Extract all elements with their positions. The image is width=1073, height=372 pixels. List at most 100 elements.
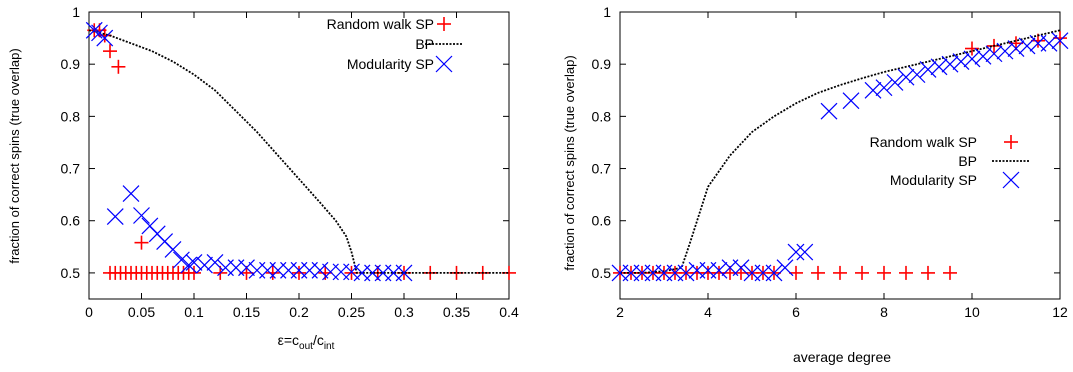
modularity-point — [842, 92, 860, 110]
x-tick-label: 8 — [880, 304, 888, 320]
modularity-point — [919, 60, 937, 78]
legend-label: BP — [415, 36, 434, 52]
legend-label: Random walk SP — [327, 16, 434, 32]
x-tick-label: 0.4 — [499, 304, 519, 320]
modularity-point — [864, 81, 882, 99]
y-tick-label: 0.7 — [592, 161, 612, 177]
x-tick-label: 12 — [1052, 304, 1068, 320]
legend-label: BP — [958, 153, 977, 169]
x-tick-label: 2 — [616, 304, 624, 320]
modularity-point — [677, 264, 695, 282]
modularity-point — [765, 264, 783, 282]
random-walk-point — [103, 44, 117, 59]
modularity-point — [343, 263, 360, 281]
modularity-point — [941, 55, 959, 73]
x-tick-label: 0.05 — [128, 304, 155, 320]
modularity-point — [206, 254, 224, 271]
modularity-point — [180, 256, 198, 274]
legend-label: Random walk SP — [870, 134, 977, 150]
modularity-point — [787, 243, 805, 261]
modularity-point — [974, 47, 992, 65]
legend-marker — [1002, 171, 1020, 189]
modularity-point — [776, 259, 794, 277]
modularity-point — [820, 102, 838, 120]
modularity-point — [875, 79, 893, 97]
legend-label: Modularity SP — [890, 172, 977, 188]
legend-marker — [437, 17, 451, 31]
random-walk-point — [899, 265, 913, 280]
random-walk-point — [877, 265, 891, 280]
modularity-point — [796, 243, 814, 261]
y-tick-label: 0.5 — [592, 265, 612, 281]
x-tick-label: 10 — [964, 304, 980, 320]
random-walk-point — [187, 265, 201, 280]
modularity-point — [908, 66, 926, 84]
y-tick-label: 0.9 — [61, 56, 81, 72]
y-tick-label: 0.6 — [61, 213, 81, 229]
modularity-point — [395, 264, 413, 282]
modularity-point — [1040, 34, 1058, 52]
y-tick-label: 0.9 — [592, 56, 612, 72]
modularity-point — [106, 208, 124, 225]
y-tick-label: 0.8 — [61, 108, 81, 124]
modularity-point — [897, 68, 915, 86]
modularity-point — [196, 256, 213, 274]
modularity-point — [172, 251, 190, 269]
axes: 2 4 6 8 10 12 0.5 0.6 0.7 0.8 0.9 1 — [592, 4, 1068, 320]
y-tick-label: 0.7 — [61, 161, 81, 177]
modularity-point — [311, 261, 329, 279]
series-layer — [85, 21, 516, 282]
modularity-point — [185, 254, 203, 271]
x-axis-label: average degree — [793, 349, 891, 365]
y-tick-label: 0.5 — [61, 265, 81, 281]
x-tick-label: 6 — [792, 304, 800, 320]
random-walk-point — [965, 41, 979, 56]
modularity-point — [996, 42, 1014, 60]
x-tick-label: 0.35 — [443, 304, 470, 320]
modularity-point — [732, 259, 750, 277]
legend-marker — [1004, 135, 1018, 149]
modularity-point — [710, 261, 728, 279]
modularity-point — [1007, 40, 1025, 57]
random-walk-point — [292, 265, 306, 280]
modularity-point — [238, 259, 255, 277]
x-tick-label: 0.2 — [289, 304, 309, 320]
x-axis-label: ε=cout/cint — [278, 332, 335, 352]
bp-line — [620, 29, 1061, 274]
y-axis-label: fraction of correct spins (true overlap) — [562, 55, 577, 270]
random-walk-point — [811, 265, 825, 280]
x-tick-label: 4 — [704, 304, 712, 320]
y-tick-label: 1 — [603, 4, 611, 20]
random-walk-point — [833, 265, 847, 280]
legend-label: Modularity SP — [347, 56, 434, 72]
modularity-point — [886, 74, 904, 91]
x-tick-label: 0.25 — [338, 304, 365, 320]
modularity-point — [1051, 32, 1069, 50]
modularity-point — [133, 207, 150, 224]
bp-line — [88, 29, 509, 274]
legend-marker — [435, 55, 453, 73]
legend: Random walk SP BP Modularity SP — [870, 134, 1030, 189]
y-tick-label: 0.6 — [592, 213, 612, 229]
modularity-point — [96, 29, 114, 47]
x-tick-label: 0.15 — [233, 304, 260, 320]
random-walk-point — [1053, 31, 1067, 46]
left-chart: 0 0.05 0.1 0.15 0.2 0.25 0.3 0.35 0.4 0.5 0.6 0.7 0.… — [7, 4, 519, 352]
y-axis-label: fraction of correct spins (true overlap) — [7, 48, 22, 263]
legend: Random walk SP BP Modularity SP — [327, 16, 463, 73]
modularity-point — [952, 53, 970, 70]
random-walk-point — [134, 235, 149, 250]
modularity-point — [930, 58, 948, 76]
y-tick-label: 1 — [72, 4, 80, 20]
random-walk-point — [111, 59, 126, 74]
modularity-point — [985, 45, 1003, 63]
random-walk-point — [789, 265, 803, 280]
modularity-point — [164, 241, 182, 258]
x-tick-label: 0.1 — [184, 304, 204, 320]
random-walk-point — [921, 265, 935, 280]
random-walk-point — [855, 265, 869, 280]
modularity-point — [963, 50, 981, 68]
x-tick-label: 0 — [85, 304, 93, 320]
modularity-point — [1018, 37, 1036, 55]
